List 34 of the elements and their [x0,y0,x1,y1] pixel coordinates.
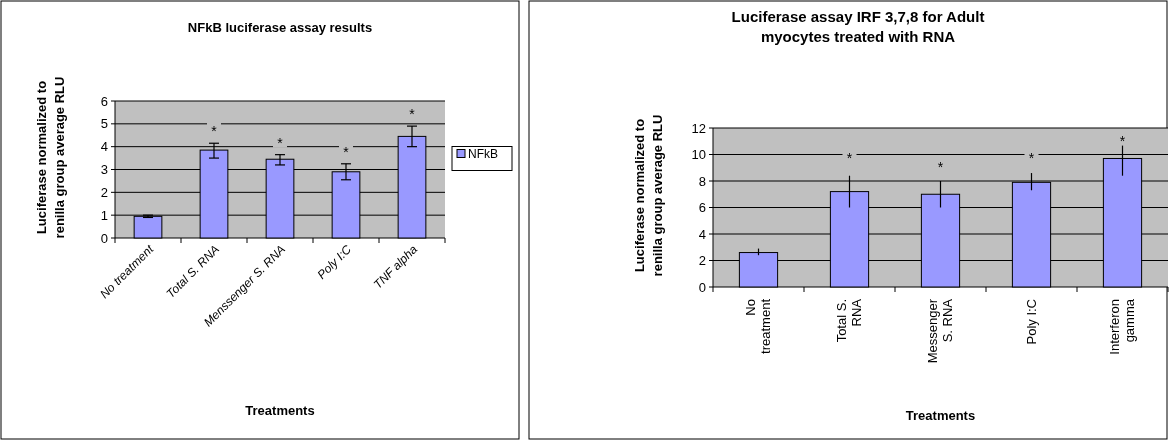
y-tick-label: 0 [100,230,108,246]
y-tick-label: 1 [100,207,108,223]
y-tick-label: 5 [100,116,108,132]
annotation: * [1119,132,1126,149]
x-tick-label: Poly I:C [1023,299,1039,345]
y-tick-label: 10 [691,147,706,163]
y-tick-label: 12 [691,120,706,136]
x-tick-label: Total S. RNA [834,298,864,343]
y-tick-label: 4 [100,139,108,155]
x-tick-label: Messenger S. RNA [925,298,955,364]
y-axis-title: Luciferase normalized to renilla group average RLU [34,76,67,239]
annotation: * [409,106,416,123]
y-tick-label: 6 [698,200,706,216]
annotation: * [343,143,350,160]
annotation: * [211,123,218,140]
x-axis-title: Treatments [245,403,315,418]
y-axis-title: Luciferase normalized to renilla group average RLU [632,114,665,277]
y-tick-label: 3 [100,162,108,178]
x-tick-label: Interferon gamma [1107,298,1137,355]
y-tick-label: 2 [100,184,108,200]
chart-title: NFkB luciferase assay results [187,20,373,35]
annotation: * [937,159,944,176]
chart-title: Luciferase assay IRF 3,7,8 for Adult myocytes treated with RNA [731,8,985,45]
y-tick-label: 2 [698,253,706,269]
annotation: * [1028,149,1035,166]
x-axis-title: Treatments [905,408,976,423]
y-tick-label: 0 [698,279,706,295]
x-tick-label: No treatment [743,298,773,354]
annotation: * [846,150,853,167]
y-tick-label: 4 [698,226,706,242]
annotation: * [277,134,284,151]
y-tick-label: 6 [100,93,108,109]
legend-label: NFkB [468,146,498,161]
y-tick-label: 8 [698,173,706,189]
